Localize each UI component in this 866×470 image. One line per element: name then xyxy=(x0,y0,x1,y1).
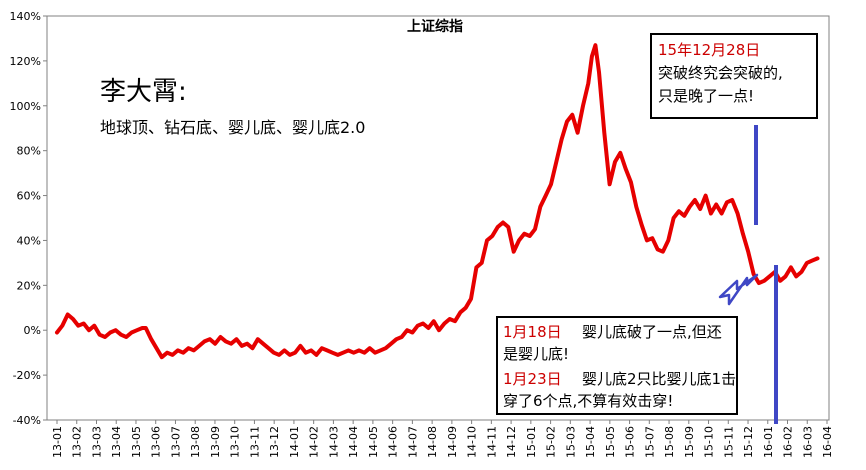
x-tick-label: 15-12 xyxy=(742,426,755,458)
annotation-top-line2: 只是晚了一点! xyxy=(658,87,754,105)
x-tick-label: 14-06 xyxy=(387,426,400,458)
x-tick-label: 14-12 xyxy=(505,426,518,458)
x-tick-label: 13-01 xyxy=(51,426,64,458)
x-tick-label: 13-11 xyxy=(248,426,261,458)
x-tick-label: 15-08 xyxy=(663,426,676,458)
annotation-bottom-date1: 1月18日 xyxy=(503,323,562,341)
x-tick-label: 14-02 xyxy=(308,426,321,458)
x-tick-label: 14-04 xyxy=(347,426,360,458)
annotation-bottom-text2a: 婴儿底2只比婴儿底1击 xyxy=(582,370,736,388)
x-tick-label: 14-09 xyxy=(446,426,459,458)
x-tick-label: 14-08 xyxy=(426,426,439,458)
x-tick-label: 16-03 xyxy=(801,426,814,458)
x-tick-label: 14-05 xyxy=(367,426,380,458)
x-tick-label: 13-05 xyxy=(130,426,143,458)
annotation-bottom-frame xyxy=(496,316,738,415)
x-tick-label: 14-03 xyxy=(327,426,340,458)
x-tick-label: 13-08 xyxy=(189,426,202,458)
series-line xyxy=(55,43,820,360)
annotation-box-top: 15年12月28日 突破终究会突破的, 只是晚了一点! xyxy=(650,33,818,119)
subtitle-label: 地球顶、钻石底、婴儿底、婴儿底2.0 xyxy=(100,118,365,137)
x-tick-label: 15-03 xyxy=(564,426,577,458)
x-tick-label: 15-09 xyxy=(683,426,696,458)
x-tick-label: 15-01 xyxy=(525,426,538,458)
x-tick-label: 15-04 xyxy=(584,426,597,458)
x-tick-label: 16-04 xyxy=(821,426,834,458)
annotation-bottom-text1b: 是婴儿底! xyxy=(503,345,569,363)
y-tick-label: 120% xyxy=(10,55,41,68)
annotation-top-line1: 突破终究会突破的, xyxy=(658,64,783,82)
lightning-icon xyxy=(718,273,759,306)
y-tick-label: -40% xyxy=(13,414,41,427)
x-tick-label: 15-07 xyxy=(643,426,656,458)
x-tick-label: 13-06 xyxy=(150,426,163,458)
y-tick-label: 20% xyxy=(17,279,41,292)
x-tick-label: 13-07 xyxy=(169,426,182,458)
y-tick-label: 140% xyxy=(10,10,41,23)
x-tick-label: 15-06 xyxy=(624,426,637,458)
y-tick-label: 0% xyxy=(24,324,41,337)
chart-title: 上证综指 xyxy=(407,18,463,35)
x-tick-label: 15-11 xyxy=(722,426,735,458)
x-tick-label: 14-10 xyxy=(466,426,479,458)
x-tick-label: 13-03 xyxy=(90,426,103,458)
x-axis: 13-01 13-02 13-03 13-04 13-05 13-06 13-07 13-08… xyxy=(51,420,834,458)
x-tick-label: 15-05 xyxy=(604,426,617,458)
y-tick-label: 80% xyxy=(17,145,41,158)
plot-frame xyxy=(46,15,830,421)
x-tick-label: 15-02 xyxy=(545,426,558,458)
x-tick-label: 13-09 xyxy=(209,426,222,458)
author-label: 李大霄: xyxy=(100,77,187,107)
y-tick-label: 60% xyxy=(17,190,41,203)
x-tick-label: 13-10 xyxy=(229,426,242,458)
x-tick-label: 14-07 xyxy=(406,426,419,458)
annotation-top-frame xyxy=(650,33,818,119)
x-tick-label: 13-12 xyxy=(268,426,281,458)
y-tick-label: -20% xyxy=(13,369,41,382)
x-tick-label: 13-04 xyxy=(110,426,123,458)
annotation-bottom-text1a: 婴儿底破了一点,但还 xyxy=(582,323,722,341)
x-tick-label: 15-10 xyxy=(703,426,716,458)
y-tick-label: 40% xyxy=(17,234,41,247)
annotation-bottom-text2b: 穿了6个点,不算有效击穿! xyxy=(503,392,673,410)
y-tick-label: 100% xyxy=(10,100,41,113)
x-tick-label: 13-02 xyxy=(71,426,84,458)
annotation-box-bottom: 1月18日 婴儿底破了一点,但还 是婴儿底! 1月23日 婴儿底2只比婴儿底1击… xyxy=(496,316,738,415)
x-tick-label: 16-01 xyxy=(762,426,775,458)
x-tick-label: 16-02 xyxy=(782,426,795,458)
annotation-top-date: 15年12月28日 xyxy=(658,41,760,59)
y-axis: -40% -20% 0% 20% 40% 60% 80% 100% 120% 140% xyxy=(10,10,47,427)
x-tick-label: 14-11 xyxy=(485,426,498,458)
annotation-bottom-date2: 1月23日 xyxy=(503,370,562,388)
x-tick-label: 14-01 xyxy=(288,426,301,458)
